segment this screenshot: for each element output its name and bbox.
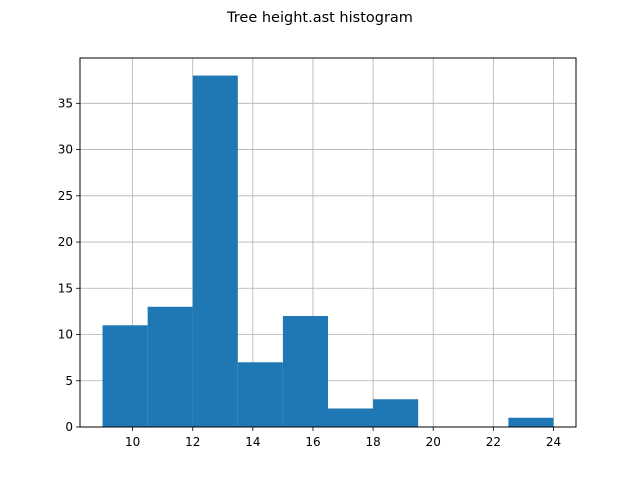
x-tick-label: 12 [185,435,200,449]
y-tick-label: 25 [58,189,73,203]
y-tick-label: 35 [58,96,73,110]
y-tick-label: 10 [58,328,73,342]
histogram-bar [192,75,238,428]
y-tick-label: 20 [58,235,73,249]
histogram-bar [373,399,419,427]
histogram-bar [102,325,148,427]
histogram-bars [102,75,554,428]
y-tick-label: 0 [65,420,73,434]
x-tick-label: 18 [365,435,380,449]
histogram-bar [508,417,554,427]
x-tick-label: 16 [305,435,320,449]
x-tick-label: 22 [486,435,501,449]
chart-title: Tree height.ast histogram [226,10,413,26]
plot-frame [79,57,577,428]
x-tick-label: 14 [245,435,260,449]
x-axis: 10 12 14 16 18 20 22 24 [125,427,561,449]
x-tick-label: 20 [426,435,441,449]
y-axis: 0 5 10 15 20 25 30 35 [58,96,80,434]
y-tick-label: 15 [58,281,73,295]
histogram-bar [282,316,328,427]
histogram-bar [237,362,283,427]
histogram-bar [147,306,193,427]
y-tick-label: 5 [65,374,73,388]
histogram-bar [328,408,374,427]
y-tick-label: 30 [58,143,73,157]
x-tick-label: 24 [546,435,561,449]
x-tick-label: 10 [125,435,140,449]
